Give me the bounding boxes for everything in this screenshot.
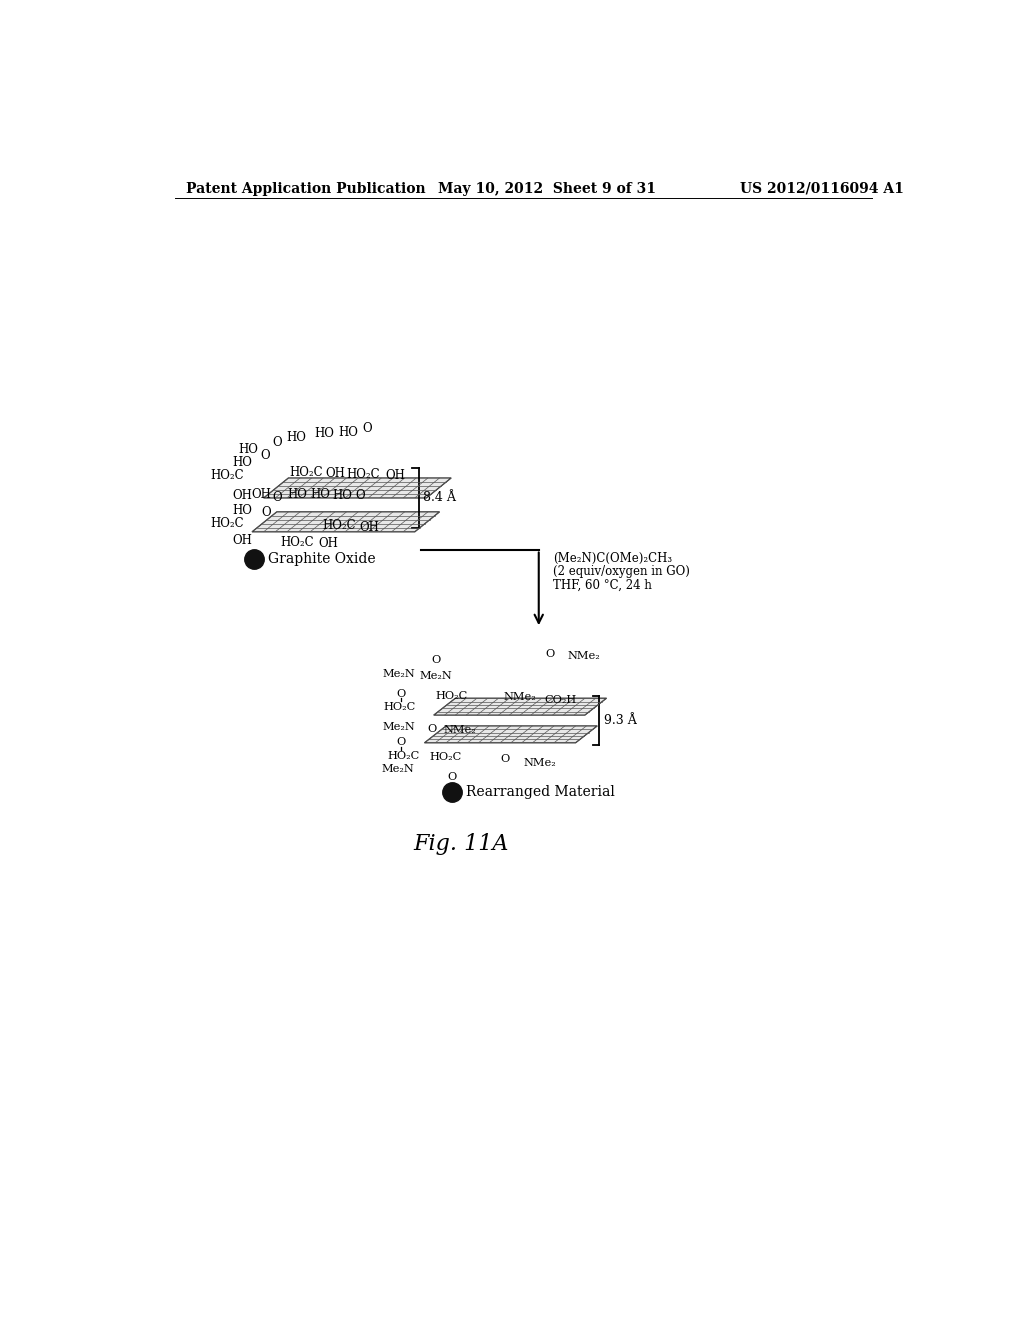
Text: HO: HO	[287, 488, 307, 502]
Text: O: O	[396, 689, 406, 698]
Text: May 10, 2012  Sheet 9 of 31: May 10, 2012 Sheet 9 of 31	[438, 182, 656, 195]
Text: (Me₂N)C(OMe)₂CH₃: (Me₂N)C(OMe)₂CH₃	[553, 552, 672, 565]
Text: US 2012/0116094 A1: US 2012/0116094 A1	[740, 182, 904, 195]
Text: OH: OH	[232, 533, 253, 546]
Text: Rearranged Material: Rearranged Material	[466, 785, 614, 799]
Text: O: O	[361, 422, 372, 436]
Text: 9.3 Å: 9.3 Å	[604, 714, 637, 727]
Text: O: O	[427, 723, 436, 734]
Text: HO: HO	[310, 488, 330, 502]
Text: Graphite Oxide: Graphite Oxide	[268, 552, 376, 566]
Text: OH: OH	[385, 469, 406, 482]
Text: THF, 60 °C, 24 h: THF, 60 °C, 24 h	[553, 578, 651, 591]
Text: HO₂C: HO₂C	[281, 536, 313, 549]
Text: HO: HO	[338, 426, 358, 440]
Text: NMe₂: NMe₂	[524, 758, 557, 768]
Text: O: O	[261, 506, 270, 519]
Text: CO₂H: CO₂H	[545, 694, 577, 705]
Text: HO₂C: HO₂C	[290, 466, 323, 479]
Text: O: O	[272, 491, 282, 504]
Text: Me₂N: Me₂N	[381, 764, 414, 774]
Text: O: O	[260, 449, 270, 462]
Text: O: O	[501, 754, 510, 764]
Text: OH: OH	[251, 488, 271, 502]
Text: HO₂C: HO₂C	[322, 519, 355, 532]
Polygon shape	[424, 726, 597, 743]
Polygon shape	[252, 512, 439, 532]
Text: 8.4 Å: 8.4 Å	[423, 491, 457, 504]
Text: OH: OH	[318, 537, 338, 550]
Text: HO₂C: HO₂C	[430, 751, 462, 762]
Text: O: O	[272, 436, 282, 449]
Polygon shape	[263, 478, 452, 498]
Text: HO: HO	[314, 426, 334, 440]
Text: O: O	[432, 656, 441, 665]
Text: O: O	[355, 490, 366, 502]
Text: O: O	[396, 737, 406, 747]
Text: HO₂C: HO₂C	[436, 690, 468, 701]
Text: HO₂C: HO₂C	[210, 517, 244, 529]
Text: Patent Application Publication: Patent Application Publication	[186, 182, 426, 195]
Text: Me₂N: Me₂N	[383, 668, 416, 678]
Text: O: O	[546, 649, 555, 659]
Text: NMe₂: NMe₂	[443, 725, 476, 735]
Text: OH: OH	[359, 520, 380, 533]
Text: OH: OH	[326, 467, 346, 480]
Text: HO: HO	[332, 490, 352, 502]
Text: NMe₂: NMe₂	[504, 693, 537, 702]
Text: HO: HO	[239, 444, 258, 455]
Polygon shape	[434, 698, 606, 715]
Text: HO: HO	[232, 455, 253, 469]
Text: HO₂C: HO₂C	[387, 751, 419, 760]
Text: Me₂N: Me₂N	[383, 722, 416, 731]
Text: HO₂C: HO₂C	[210, 469, 244, 482]
Text: HO: HO	[232, 504, 253, 517]
Text: Fig. 11A: Fig. 11A	[414, 833, 509, 855]
Text: Me₂N: Me₂N	[419, 671, 452, 681]
Text: HO₂C: HO₂C	[346, 467, 380, 480]
Text: HO: HO	[287, 432, 306, 445]
Text: (2 equiv/oxygen in GO): (2 equiv/oxygen in GO)	[553, 565, 689, 578]
Text: HO₂C: HO₂C	[383, 702, 416, 711]
Text: NMe₂: NMe₂	[567, 651, 600, 661]
Text: O: O	[447, 772, 457, 783]
Text: OH: OH	[232, 490, 253, 502]
